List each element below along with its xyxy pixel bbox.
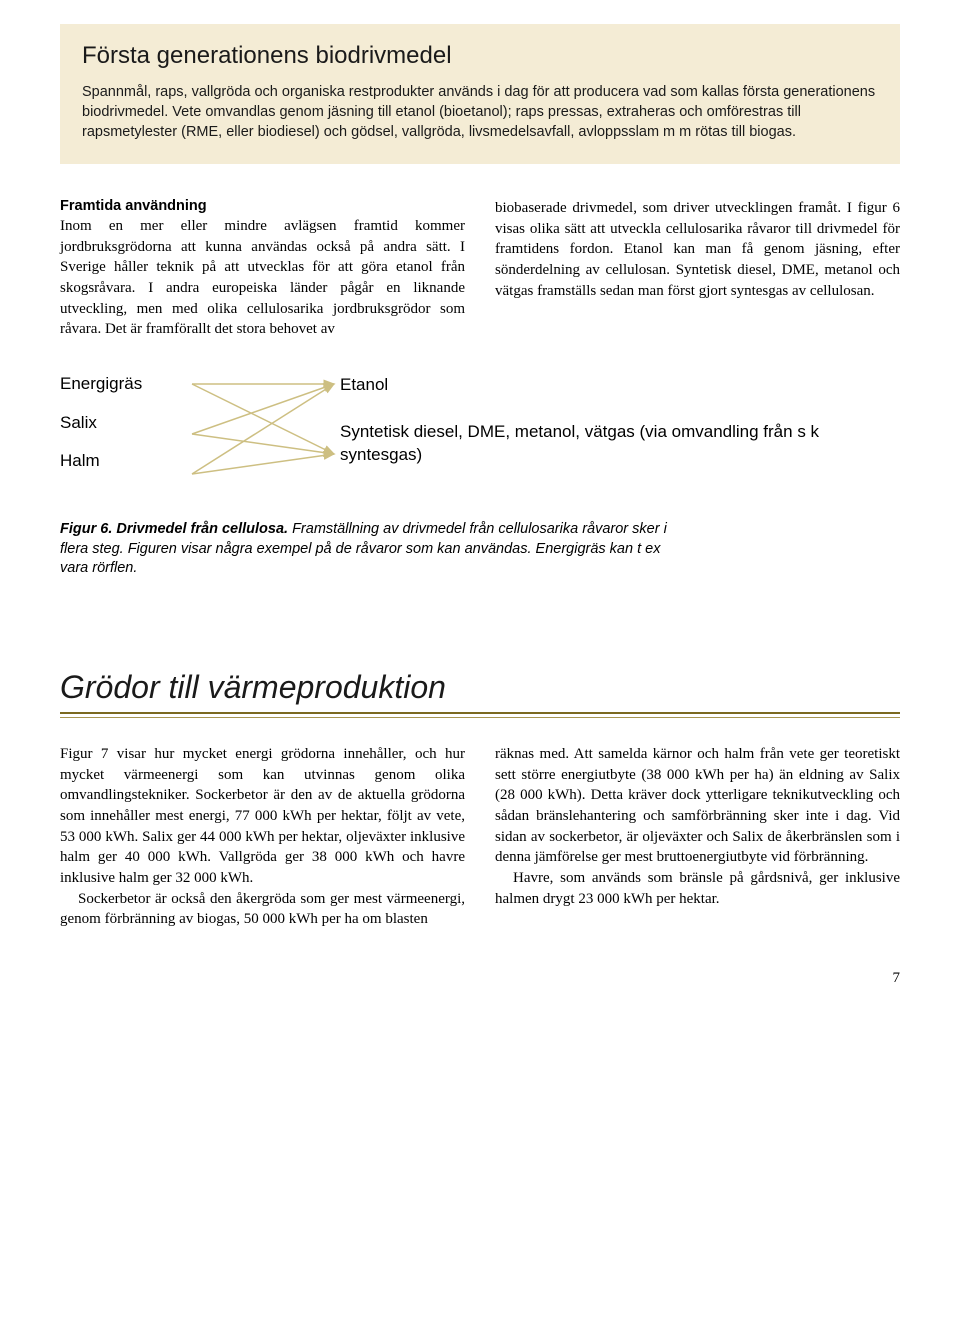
diagram-left-node-1: Salix: [60, 413, 190, 433]
figure-6-caption: Figur 6. Drivmedel från cellulosa. Frams…: [60, 520, 680, 579]
infobox-first-generation: Första generationens biodrivmedel Spannm…: [60, 24, 900, 164]
infobox-body: Spannmål, raps, vallgröda och organiska …: [82, 82, 878, 142]
heat-prod-right-p2: Havre, som används som bränsle på gårdsn…: [495, 868, 900, 909]
heat-prod-col-left: Figur 7 visar hur mycket energi grödorna…: [60, 744, 465, 930]
future-use-col-left: Framtida användning Inom en mer eller mi…: [60, 198, 465, 340]
figure-6-diagram: Energigräs Salix Halm Etanol Syntetisk d…: [60, 374, 900, 494]
heat-prod-left-p1: Figur 7 visar hur mycket energi grödorna…: [60, 744, 465, 889]
infobox-title: Första generationens biodrivmedel: [82, 42, 878, 70]
section-divider: [60, 712, 900, 718]
diagram-right-node-0: Etanol: [340, 374, 900, 397]
diagram-left-node-0: Energigräs: [60, 374, 190, 394]
diagram-right-node-1: Syntetisk diesel, DME, metanol, vätgas (…: [340, 421, 900, 467]
future-use-col-right: biobaserade drivmedel, som driver utveck…: [495, 198, 900, 340]
heat-prod-right-p1: räknas med. Att samelda kärnor och halm …: [495, 744, 900, 868]
heat-prod-col-right: räknas med. Att samelda kärnor och halm …: [495, 744, 900, 930]
heat-prod-left-p2: Sockerbetor är också den åkergröda som g…: [60, 889, 465, 930]
section-title-heat-production: Grödor till värmeproduktion: [60, 669, 900, 706]
diagram-left-node-2: Halm: [60, 451, 190, 471]
future-use-text-right: biobaserade drivmedel, som driver utveck…: [495, 198, 900, 301]
diagram-arrows-svg: [190, 374, 340, 494]
future-use-heading: Framtida användning: [60, 198, 465, 214]
figure-6-label: Figur 6. Drivmedel från cellulosa.: [60, 521, 288, 537]
page-number: 7: [60, 970, 900, 987]
future-use-text-left: Inom en mer eller mindre avlägsen framti…: [60, 216, 465, 340]
